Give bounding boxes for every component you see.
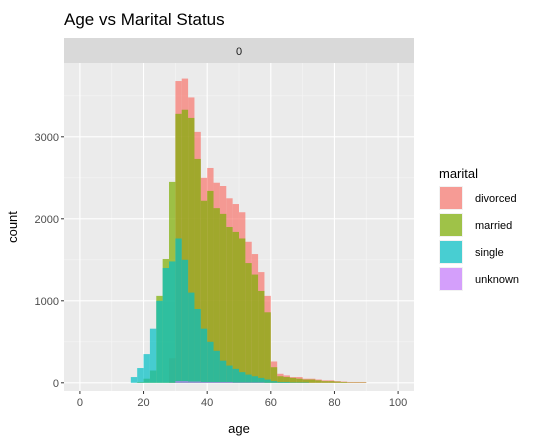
bar-unknown [219,381,227,383]
bar-married [251,274,259,383]
legend-label: married [475,220,512,232]
bar-married [302,379,309,383]
y-tick-label: 0 [53,378,59,390]
x-tick-label: 60 [265,397,277,409]
bar-unknown [175,381,182,383]
bar-single [258,377,265,383]
bar-single [175,238,182,383]
y-tick-label: 1000 [35,296,59,308]
legend-item-single: single [439,240,504,264]
legend-swatch [440,268,462,290]
bar-married [264,312,271,383]
legend-title: marital [439,166,478,181]
bar-married [270,367,278,383]
bar-single [251,376,259,383]
legend-item-married: married [439,213,512,237]
x-axis: 0 20 40 60 80 100 [77,391,407,409]
legend-swatch [440,214,462,236]
legend-item-unknown: unknown [439,267,519,291]
bar-married [277,376,284,383]
bar-married [315,380,322,383]
bar-married [309,379,316,383]
bar-married [283,377,290,383]
bar-single [143,354,150,383]
bar-unknown [213,381,220,383]
bar-married [334,381,341,383]
y-axis-title: count [5,211,20,243]
legend-label: single [475,247,504,259]
bar-unknown [226,381,233,383]
bar-single [169,261,176,383]
bar-single [219,360,227,383]
bar-married [188,117,195,383]
bar-single [226,365,233,383]
bar-married [219,213,227,383]
bar-single [270,381,278,383]
bar-married [207,190,214,383]
bar-married [181,109,189,383]
x-tick-label: 20 [137,397,149,409]
legend-swatch [440,241,462,263]
y-tick-label: 2000 [35,214,59,226]
bar-unknown [194,381,201,383]
legend-swatch [440,187,462,209]
bar-single [245,374,252,383]
bar-single [283,381,290,383]
legend-label: unknown [475,274,519,286]
bar-single [239,372,246,383]
bar-unknown [207,381,214,383]
legend-item-divorced: divorced [439,186,517,210]
bar-married [328,381,335,383]
bar-married [239,238,246,383]
y-tick-label: 3000 [35,132,59,144]
bar-married [289,377,297,383]
chart-title: Age vs Marital Status [64,10,225,29]
y-axis: 0 1000 2000 3000 [35,132,64,390]
legend-items: divorced married single unknown [439,186,519,291]
facet-strip [64,38,414,63]
bar-single [232,368,239,383]
series-unknown [175,381,265,383]
bar-single [277,381,284,383]
bar-single [207,341,214,383]
bar-married [258,290,265,383]
bar-single [264,379,271,383]
bar-single [130,377,138,383]
bar-married [200,200,208,383]
bar-single [156,300,163,383]
x-tick-label: 40 [201,397,213,409]
bar-married [213,208,220,383]
bar-unknown [181,381,189,383]
x-tick-label: 80 [328,397,340,409]
bar-single [188,292,195,383]
bar-single [137,368,144,383]
bar-single [194,309,201,383]
bars [130,78,367,383]
bar-unknown [188,381,195,383]
bar-married [245,263,252,383]
series-single [130,238,309,383]
bar-married [226,227,233,383]
bar-married [232,231,239,383]
legend: marital divorced married single unknown [439,166,519,291]
bar-married [340,381,348,383]
bar-single [213,350,220,383]
bar-married [194,158,201,383]
bar-single [149,328,157,383]
bar-unknown [200,381,208,383]
bar-married [321,381,329,383]
bar-single [181,259,189,383]
x-axis-title: age [228,421,250,436]
bar-single [162,268,169,383]
bar-married [296,378,303,383]
legend-label: divorced [475,193,517,205]
facet-label: 0 [236,46,242,58]
x-tick-label: 100 [389,397,407,409]
x-tick-label: 0 [77,397,83,409]
bar-single [200,328,208,383]
